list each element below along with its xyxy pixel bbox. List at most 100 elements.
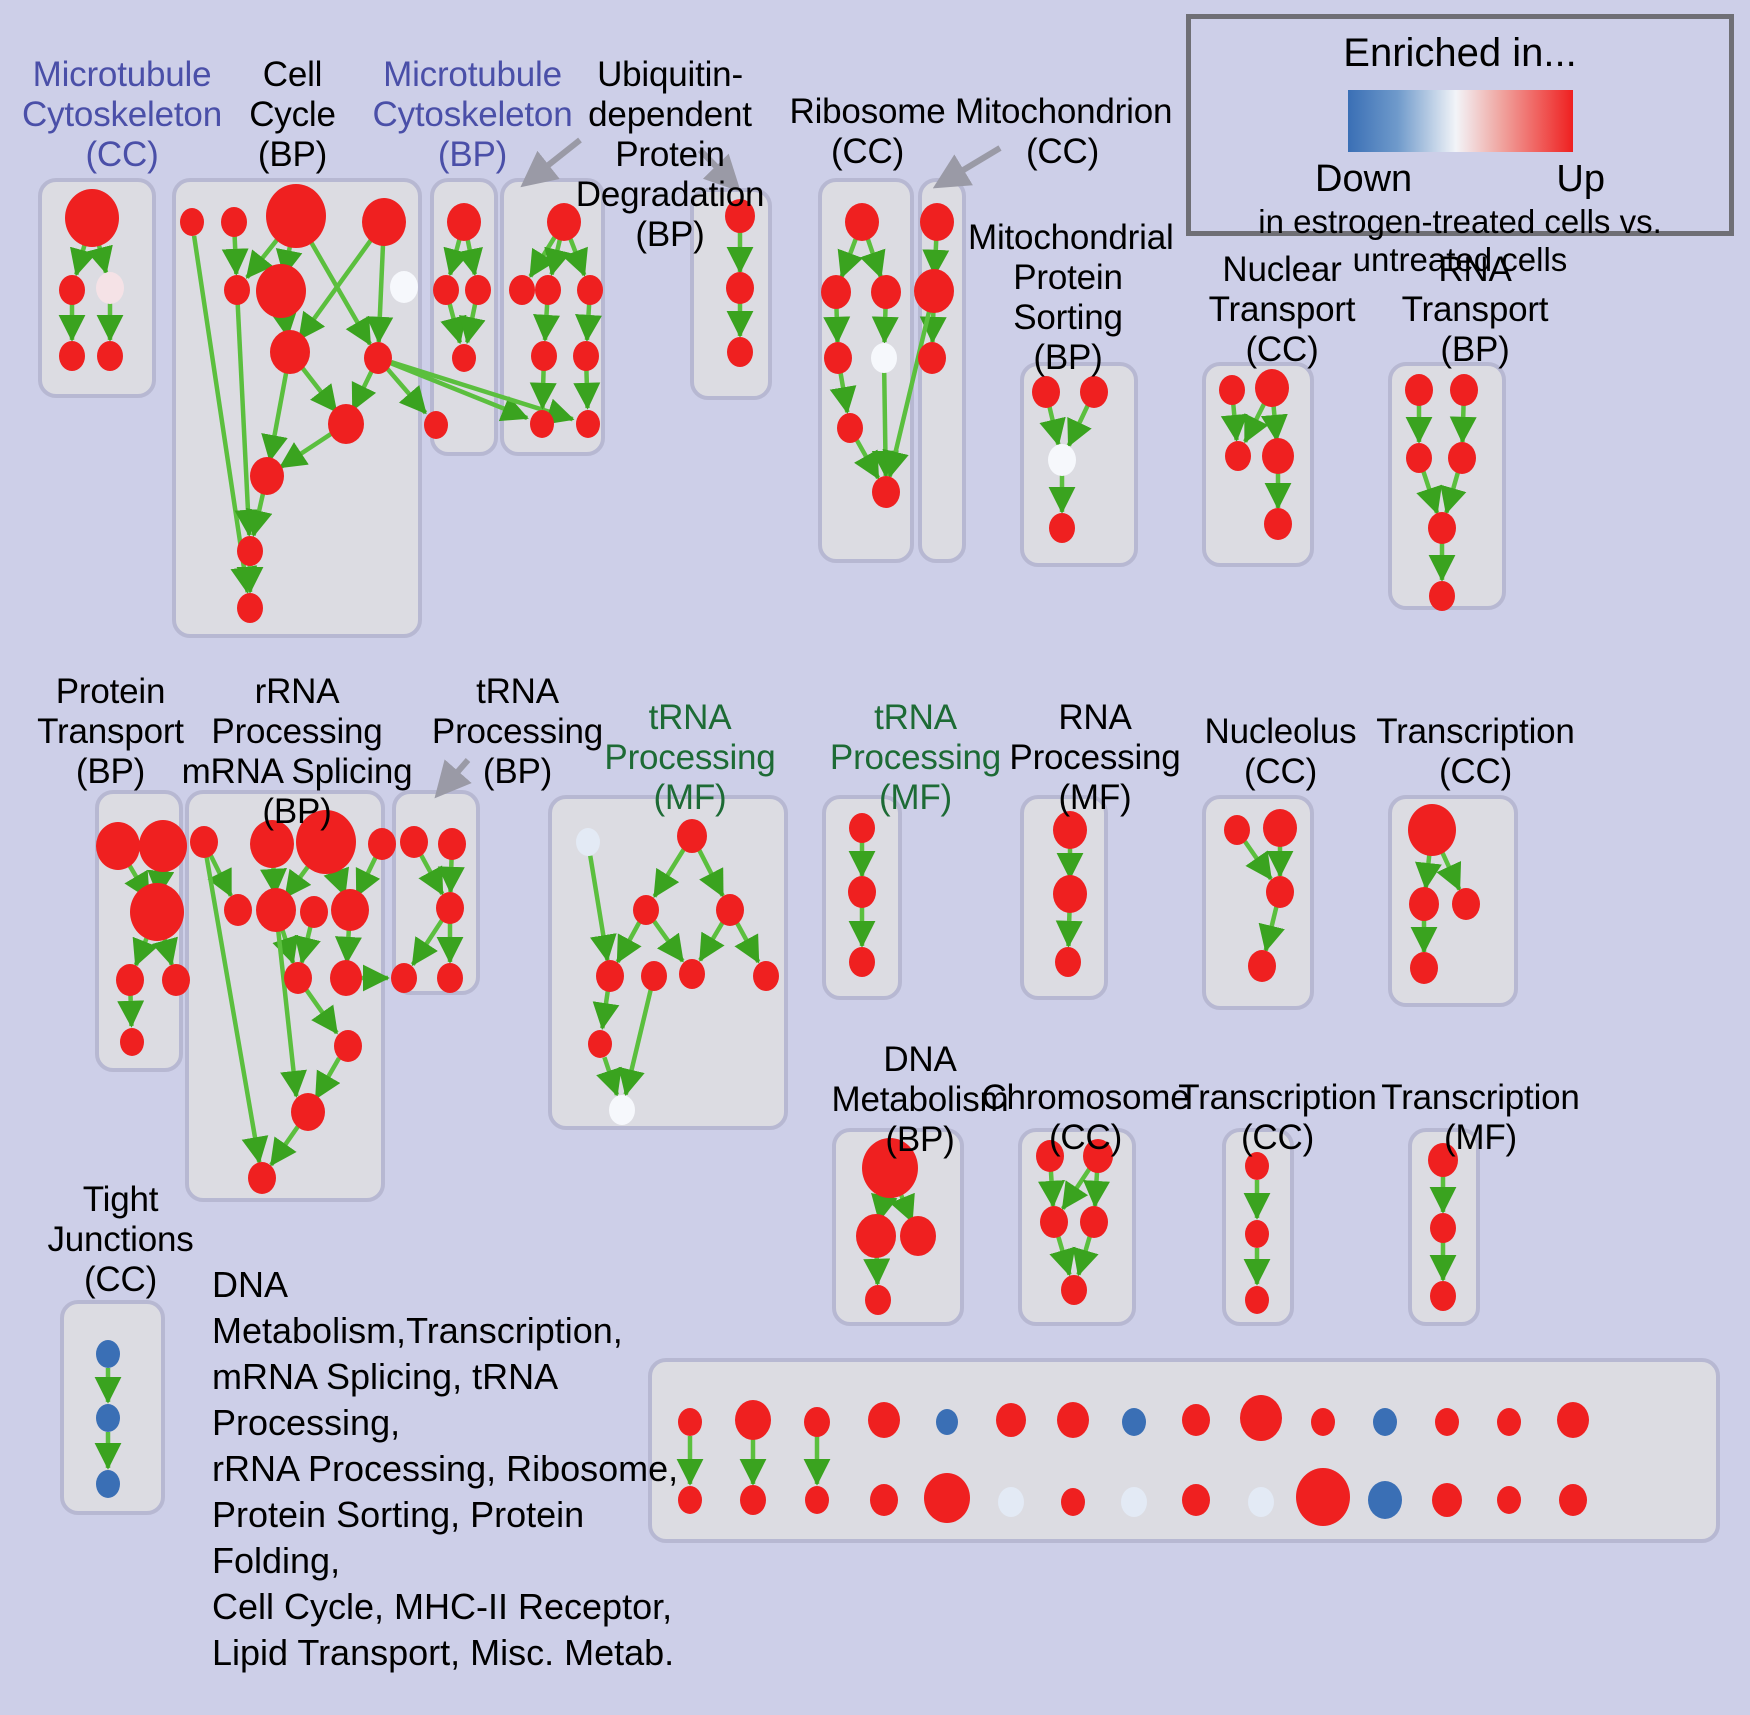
go-term-node-mito[interactable]	[920, 203, 954, 241]
go-term-node-cc-bp[interactable]	[390, 271, 418, 303]
go-term-node-tj[interactable]	[96, 1404, 120, 1432]
go-term-node-wide[interactable]	[998, 1487, 1024, 1517]
go-term-node-wide[interactable]	[740, 1485, 766, 1515]
go-term-node-nuc[interactable]	[1266, 876, 1294, 908]
go-term-node-ub-sub[interactable]	[727, 337, 753, 367]
go-term-node-ub-bp[interactable]	[573, 341, 599, 371]
go-term-node-wide[interactable]	[1432, 1483, 1462, 1517]
go-term-node-wide[interactable]	[1557, 1402, 1589, 1438]
go-term-node-mt-cc[interactable]	[59, 275, 85, 305]
go-term-node-rr[interactable]	[300, 896, 328, 928]
go-term-node-wide[interactable]	[1182, 1404, 1210, 1436]
go-term-node-rr[interactable]	[296, 810, 356, 874]
go-term-node-wide[interactable]	[678, 1408, 702, 1436]
go-term-node-tm1[interactable]	[633, 895, 659, 925]
go-term-node-cc-bp[interactable]	[364, 342, 392, 374]
go-term-node-ub-bp[interactable]	[530, 410, 554, 438]
go-term-node-mt-bp[interactable]	[433, 275, 459, 305]
go-term-node-tm1[interactable]	[677, 819, 707, 853]
go-term-node-mt-bp[interactable]	[447, 203, 481, 241]
go-term-node-chr[interactable]	[1040, 1206, 1068, 1238]
go-term-node-mt-bp[interactable]	[465, 275, 491, 305]
go-term-node-chr[interactable]	[1083, 1139, 1113, 1173]
go-term-node-nt[interactable]	[1255, 369, 1289, 407]
go-term-node-cc-bp[interactable]	[250, 457, 284, 495]
go-term-node-rt[interactable]	[1429, 581, 1455, 611]
go-term-node-cc-bp[interactable]	[424, 411, 448, 439]
go-term-node-tb[interactable]	[438, 828, 466, 860]
go-term-node-tb[interactable]	[437, 963, 463, 993]
go-term-node-wide[interactable]	[1121, 1487, 1147, 1517]
go-term-node-tm2[interactable]	[849, 947, 875, 977]
go-term-node-pt[interactable]	[130, 883, 184, 941]
go-term-node-nt[interactable]	[1219, 375, 1245, 405]
go-term-node-tcc[interactable]	[1409, 887, 1439, 921]
go-term-node-tm1[interactable]	[588, 1030, 612, 1058]
go-term-node-tm2[interactable]	[848, 876, 876, 908]
go-term-node-wide[interactable]	[1296, 1468, 1350, 1526]
go-term-node-wide[interactable]	[1497, 1486, 1521, 1514]
go-term-node-chr[interactable]	[1036, 1140, 1064, 1172]
go-term-node-wide[interactable]	[870, 1484, 898, 1516]
go-term-node-wide[interactable]	[996, 1403, 1026, 1437]
go-term-node-tcc[interactable]	[1452, 888, 1480, 920]
go-term-node-rr[interactable]	[291, 1093, 325, 1131]
go-term-node-cc-bp[interactable]	[266, 184, 326, 248]
go-term-node-cc-bp[interactable]	[221, 207, 247, 237]
go-term-node-wide[interactable]	[678, 1486, 702, 1514]
go-term-node-tm1[interactable]	[609, 1095, 635, 1125]
go-term-node-ub-bp[interactable]	[577, 275, 603, 305]
go-term-node-tcc[interactable]	[1408, 804, 1456, 856]
go-term-node-cc-bp[interactable]	[256, 264, 306, 318]
go-term-node-wide[interactable]	[1182, 1484, 1210, 1516]
go-term-node-cc-bp[interactable]	[328, 404, 364, 444]
go-term-node-tcc2[interactable]	[1245, 1152, 1269, 1180]
go-term-node-ub-bp[interactable]	[531, 341, 557, 371]
go-term-node-nt[interactable]	[1225, 441, 1251, 471]
go-term-node-dna[interactable]	[865, 1285, 891, 1315]
go-term-node-rr[interactable]	[331, 889, 369, 931]
go-term-node-wide[interactable]	[1057, 1402, 1089, 1438]
go-term-node-wide[interactable]	[1559, 1484, 1587, 1516]
go-term-node-wide[interactable]	[804, 1407, 830, 1437]
go-term-node-pt[interactable]	[116, 964, 144, 996]
go-term-node-pt[interactable]	[96, 822, 140, 870]
go-term-node-tj[interactable]	[96, 1470, 120, 1498]
go-term-node-nt[interactable]	[1264, 508, 1292, 540]
go-term-node-rib[interactable]	[821, 275, 851, 309]
go-term-node-rib[interactable]	[824, 342, 852, 374]
go-term-node-nuc[interactable]	[1248, 950, 1276, 982]
go-term-node-rm[interactable]	[1053, 875, 1087, 913]
go-term-node-tm1[interactable]	[576, 828, 600, 856]
go-term-node-mps[interactable]	[1048, 444, 1076, 476]
go-term-node-wide[interactable]	[1061, 1488, 1085, 1516]
go-term-node-wide[interactable]	[805, 1486, 829, 1514]
go-term-node-chr[interactable]	[1061, 1275, 1087, 1305]
go-term-node-wide[interactable]	[1368, 1481, 1402, 1519]
go-term-node-wide[interactable]	[1435, 1408, 1459, 1436]
go-term-node-tcc2[interactable]	[1245, 1220, 1269, 1248]
go-term-node-cc-bp[interactable]	[237, 536, 263, 566]
go-term-node-chr[interactable]	[1080, 1206, 1108, 1238]
go-term-node-cc-bp[interactable]	[224, 275, 250, 305]
go-term-node-rt[interactable]	[1448, 442, 1476, 474]
go-term-node-ub-sub[interactable]	[726, 272, 754, 304]
go-term-node-ub-bp[interactable]	[576, 410, 600, 438]
go-term-node-wide[interactable]	[1122, 1408, 1146, 1436]
go-term-node-rr[interactable]	[224, 894, 252, 926]
go-term-node-rr[interactable]	[248, 1162, 276, 1194]
go-term-node-mt-cc[interactable]	[59, 341, 85, 371]
go-term-node-rr[interactable]	[334, 1030, 362, 1062]
go-term-node-cc-bp[interactable]	[180, 208, 204, 236]
go-term-node-ub-bp[interactable]	[547, 203, 581, 241]
go-term-node-tm1[interactable]	[641, 961, 667, 991]
go-term-node-wide[interactable]	[936, 1409, 958, 1435]
go-term-node-tm1[interactable]	[679, 959, 705, 989]
go-term-node-wide[interactable]	[735, 1400, 771, 1440]
go-term-node-dna[interactable]	[900, 1216, 936, 1256]
go-term-node-tb[interactable]	[436, 892, 464, 924]
go-term-node-wide[interactable]	[1373, 1408, 1397, 1436]
go-term-node-mps[interactable]	[1049, 513, 1075, 543]
go-term-node-mt-bp[interactable]	[452, 344, 476, 372]
go-term-node-mt-cc[interactable]	[96, 272, 124, 304]
